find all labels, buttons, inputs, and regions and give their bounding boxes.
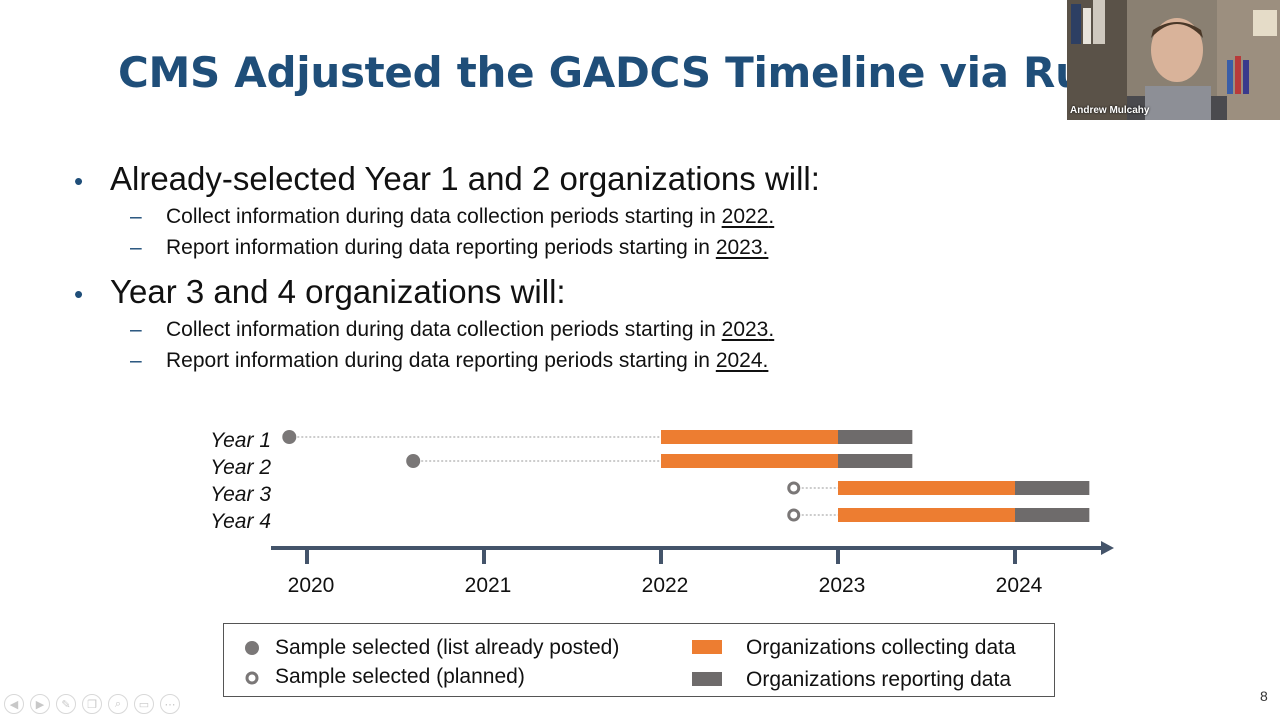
- reporting-bar: [838, 430, 913, 444]
- collecting-bar: [661, 430, 838, 444]
- more-icon[interactable]: ⋯: [160, 694, 180, 714]
- next-icon[interactable]: ▶: [30, 694, 50, 714]
- legend-reporting-swatch: [692, 672, 722, 686]
- collecting-bar: [838, 508, 1015, 522]
- webcam-video[interactable]: Andrew Mulcahy: [1067, 0, 1280, 120]
- reporting-bar: [1015, 481, 1090, 495]
- legend-posted-label: Sample selected (list already posted): [275, 636, 620, 659]
- legend-collecting-swatch: [692, 640, 722, 654]
- row-label: Year 2: [210, 456, 271, 479]
- zoom-icon[interactable]: ⌕: [108, 694, 128, 714]
- slideshow-toolbar: ◀ ▶ ✎ ❐ ⌕ ▭ ⋯: [4, 694, 180, 714]
- year-link: 2024: [715, 349, 763, 372]
- selected-posted-marker: [406, 454, 421, 468]
- year-link: 2023: [721, 318, 769, 341]
- legend-posted-marker: [245, 641, 259, 655]
- sub-bullet-2-2: – Report information during data reportin…: [130, 349, 769, 372]
- bullet-1-text: Already-selected Year 1 and 2 organizati…: [110, 160, 820, 197]
- x-axis-arrow: [1101, 541, 1114, 555]
- legend-planned-marker: [245, 671, 259, 685]
- pen-icon[interactable]: ✎: [56, 694, 76, 714]
- timeline-chart: 2020 2021 2022 2023 2024 Year 1 Year 2 Year 3 Ye…: [210, 429, 1114, 597]
- collecting-bar: [661, 454, 838, 468]
- chart-legend: Sample selected (list already posted) Sa…: [223, 623, 1055, 697]
- legend-collecting-label: Organizations collecting data: [746, 636, 1016, 659]
- copy-icon[interactable]: ❐: [82, 694, 102, 714]
- selected-planned-marker: [787, 481, 801, 495]
- subtitles-icon[interactable]: ▭: [134, 694, 154, 714]
- bullet-2: • Year 3 and 4 organizations will:: [74, 273, 566, 311]
- webcam-participant-name: Andrew Mulcahy: [1070, 105, 1150, 116]
- bullet-2-text: Year 3 and 4 organizations will:: [110, 273, 566, 310]
- legend-reporting-label: Organizations reporting data: [746, 668, 1011, 691]
- row-label: Year 1: [210, 429, 271, 452]
- prev-icon[interactable]: ◀: [4, 694, 24, 714]
- collecting-bar: [838, 481, 1015, 495]
- year-link: 2022: [721, 205, 769, 228]
- x-tick-label: 2021: [465, 574, 512, 597]
- year-link: 2023: [715, 236, 763, 259]
- x-tick-label: 2024: [996, 574, 1043, 597]
- page-number: 8: [1260, 688, 1268, 704]
- bullet-1: • Already-selected Year 1 and 2 organizat…: [74, 160, 820, 198]
- bullet-dot-icon: •: [74, 278, 84, 309]
- sub-bullet-1-2: – Report information during data reportin…: [130, 236, 769, 259]
- x-tick-label: 2020: [288, 574, 335, 597]
- x-tick-label: 2023: [819, 574, 866, 597]
- row-label: Year 4: [210, 510, 271, 533]
- reporting-bar: [1015, 508, 1090, 522]
- bullet-dot-icon: •: [74, 165, 84, 196]
- dash-icon: –: [130, 205, 142, 228]
- selected-posted-marker: [282, 430, 297, 444]
- selected-planned-marker: [787, 508, 801, 522]
- dash-icon: –: [130, 349, 142, 372]
- row-label: Year 3: [210, 483, 271, 506]
- sub-bullet-2-1: – Collect information during data collect…: [130, 318, 775, 341]
- dash-icon: –: [130, 318, 142, 341]
- sub-bullet-1-1: – Collect information during data collect…: [130, 205, 775, 228]
- x-tick-label: 2022: [642, 574, 689, 597]
- webcam-scene: [1067, 0, 1280, 120]
- dash-icon: –: [130, 236, 142, 259]
- legend-planned-label: Sample selected (planned): [275, 665, 525, 688]
- slide-title: CMS Adjusted the GADCS Timeline via Rule…: [118, 48, 1199, 97]
- reporting-bar: [838, 454, 913, 468]
